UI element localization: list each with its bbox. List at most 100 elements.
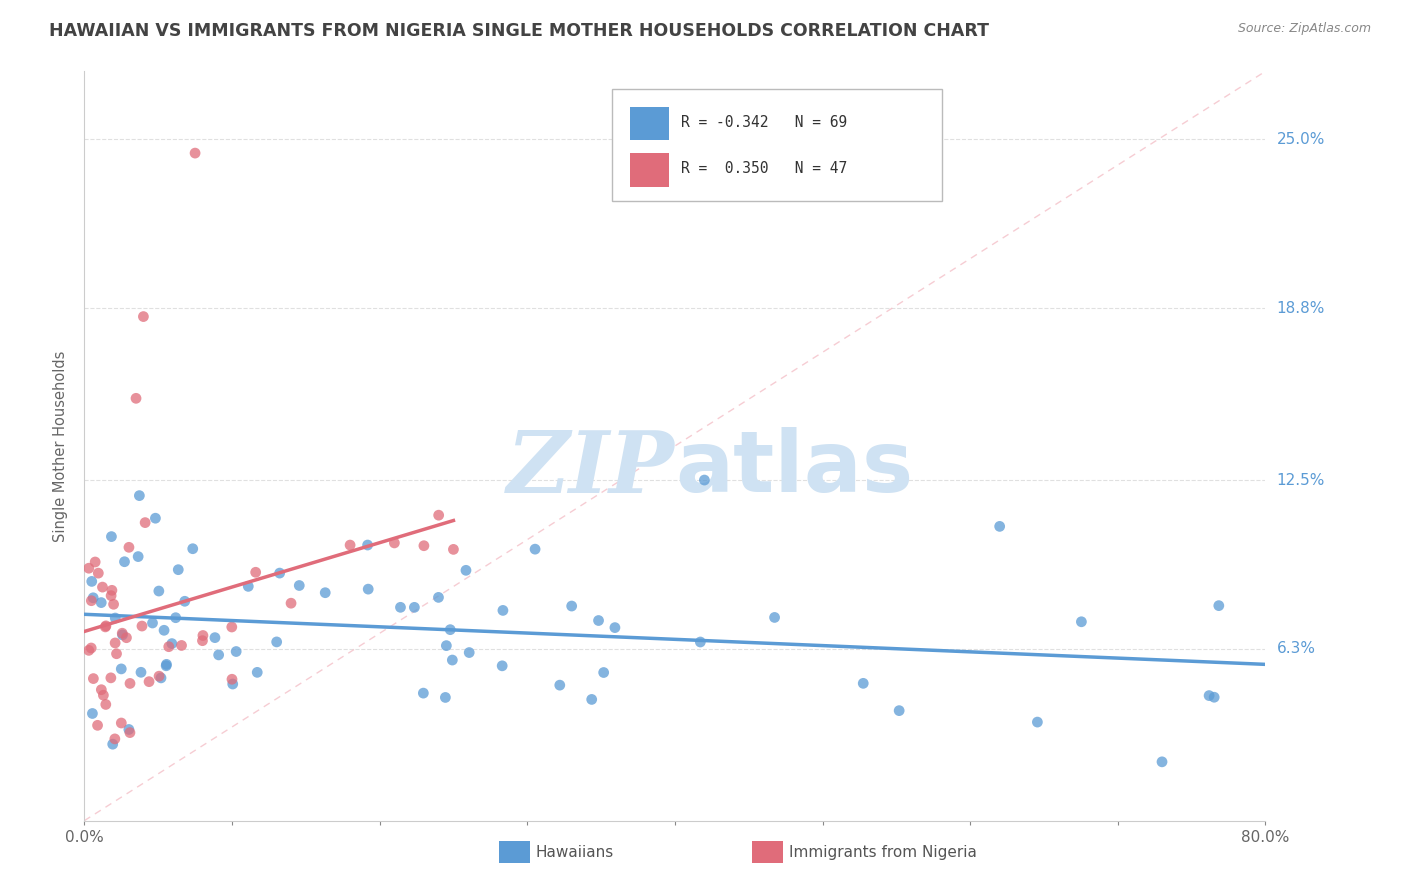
Text: Hawaiians: Hawaiians — [536, 846, 614, 860]
Point — [356, 538, 378, 552]
Point — [104, 611, 127, 625]
Point — [443, 542, 465, 557]
Point — [104, 731, 127, 746]
Point — [427, 591, 450, 605]
Point — [191, 633, 214, 648]
Point — [80, 574, 103, 589]
Point — [246, 665, 269, 680]
Point — [693, 473, 716, 487]
Point — [491, 658, 513, 673]
Point — [441, 653, 464, 667]
Point — [148, 584, 170, 599]
Point — [427, 508, 450, 523]
Point — [889, 704, 911, 718]
Point — [548, 678, 571, 692]
Point — [1208, 599, 1230, 613]
Point — [167, 563, 190, 577]
Point — [118, 541, 141, 555]
Point — [82, 591, 104, 605]
Point — [150, 671, 173, 685]
Point — [238, 579, 260, 593]
Point — [434, 639, 457, 653]
Point — [439, 623, 461, 637]
Point — [111, 628, 134, 642]
Point — [413, 539, 436, 553]
Point — [852, 676, 875, 690]
Point — [389, 600, 412, 615]
Point — [125, 392, 148, 406]
Point — [105, 647, 128, 661]
Text: HAWAIIAN VS IMMIGRANTS FROM NIGERIA SINGLE MOTHER HOUSEHOLDS CORRELATION CHART: HAWAIIAN VS IMMIGRANTS FROM NIGERIA SING… — [49, 22, 990, 40]
Point — [118, 725, 141, 739]
Point — [103, 597, 125, 611]
Point — [110, 716, 132, 731]
Point — [110, 662, 132, 676]
Point — [208, 648, 231, 662]
Point — [173, 594, 195, 608]
Point — [77, 561, 100, 575]
Point — [94, 619, 117, 633]
Point — [94, 620, 117, 634]
Point — [145, 511, 167, 525]
Point — [114, 555, 136, 569]
Text: 12.5%: 12.5% — [1277, 473, 1324, 488]
Point — [80, 593, 103, 607]
Point — [404, 600, 426, 615]
Point — [689, 635, 711, 649]
Text: R = -0.342   N = 69: R = -0.342 N = 69 — [681, 115, 846, 130]
Point — [561, 599, 583, 613]
Point — [128, 489, 150, 503]
Point — [132, 310, 155, 324]
Point — [148, 669, 170, 683]
Point — [763, 610, 786, 624]
Point — [266, 635, 288, 649]
Point — [127, 549, 149, 564]
Point — [1070, 615, 1092, 629]
Point — [221, 620, 243, 634]
Point — [412, 686, 434, 700]
Point — [225, 644, 247, 658]
Point — [170, 639, 193, 653]
Point — [191, 628, 214, 642]
Point — [382, 536, 406, 550]
Point — [603, 621, 626, 635]
Point — [157, 640, 180, 654]
Point — [84, 555, 107, 569]
Point — [153, 624, 176, 638]
Point — [280, 596, 302, 610]
Text: ZIP: ZIP — [508, 426, 675, 510]
Point — [100, 671, 122, 685]
Point — [184, 146, 207, 161]
Point — [165, 610, 187, 624]
Point — [592, 665, 614, 680]
Point — [204, 631, 226, 645]
Point — [111, 626, 134, 640]
Text: 25.0%: 25.0% — [1277, 132, 1324, 147]
Text: 6.3%: 6.3% — [1277, 641, 1316, 657]
Point — [160, 637, 183, 651]
Point — [90, 682, 112, 697]
Point — [221, 673, 243, 687]
Point — [86, 718, 108, 732]
Point — [588, 614, 610, 628]
Point — [91, 580, 114, 594]
Point — [524, 542, 547, 557]
Point — [269, 566, 291, 580]
Point — [80, 640, 103, 655]
Text: Immigrants from Nigeria: Immigrants from Nigeria — [789, 846, 977, 860]
Point — [1204, 690, 1226, 705]
Point — [581, 692, 603, 706]
Point — [104, 636, 127, 650]
Point — [434, 690, 457, 705]
Point — [357, 582, 380, 596]
Point — [93, 688, 115, 702]
Point — [118, 723, 141, 737]
Text: 18.8%: 18.8% — [1277, 301, 1324, 316]
Point — [131, 619, 153, 633]
Point — [1026, 715, 1049, 730]
Point — [94, 698, 117, 712]
Point — [141, 615, 163, 630]
Point — [458, 646, 481, 660]
Point — [87, 566, 110, 581]
Point — [155, 658, 177, 673]
